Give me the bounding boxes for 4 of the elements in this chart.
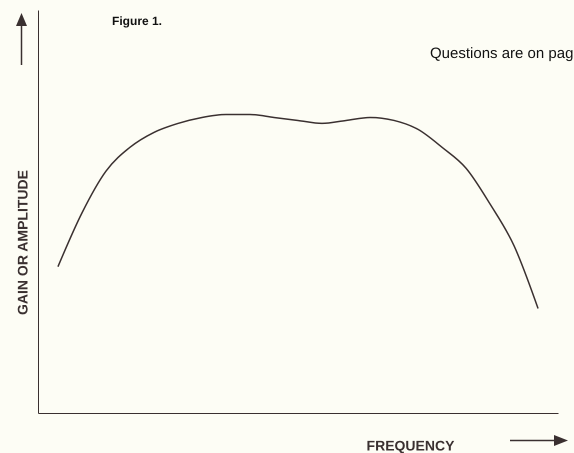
text: Questions are on pag bbox=[430, 45, 574, 62]
y-axis-title: GAIN OR AMPLITUDE bbox=[14, 170, 30, 315]
x-axis-title: FREQUENCY bbox=[366, 438, 456, 453]
chart-title: Figure 1. bbox=[112, 14, 162, 28]
